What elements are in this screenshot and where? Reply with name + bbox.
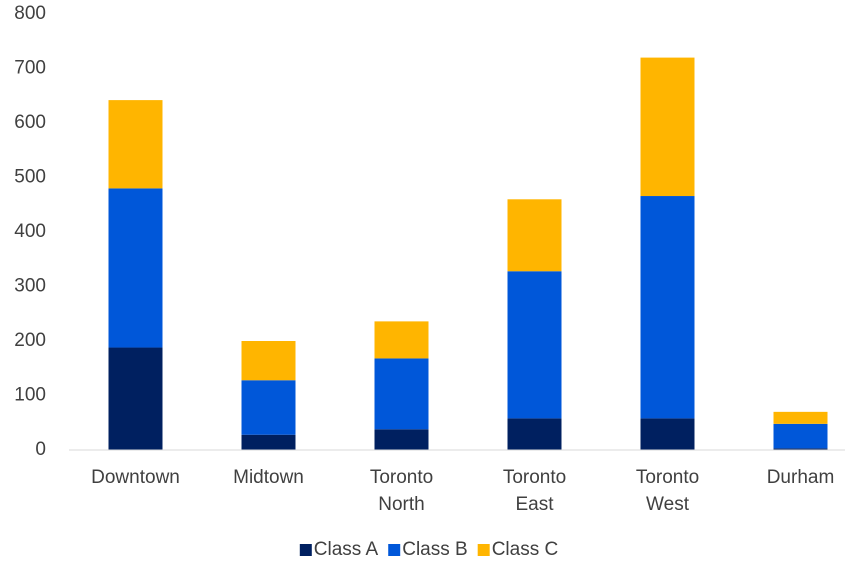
bar-segment	[108, 347, 163, 450]
y-tick-label: 200	[14, 330, 46, 351]
bar-segment	[241, 341, 296, 381]
legend-swatch	[477, 544, 490, 556]
legend-label: Class B	[402, 539, 467, 560]
x-tick-label: Toronto North	[370, 467, 433, 515]
y-tick-label: 0	[35, 439, 46, 460]
legend: Class A Class B Class C	[299, 539, 559, 560]
x-tick-label: Durham	[767, 467, 835, 488]
bar-segment	[507, 271, 562, 419]
bar-segment	[640, 418, 695, 450]
bar-segment	[108, 100, 163, 189]
legend-swatch	[388, 544, 401, 556]
bar-segment	[507, 199, 562, 272]
bar-segment	[640, 57, 695, 197]
bar-segment	[374, 429, 429, 450]
bar-segment	[640, 196, 695, 419]
x-tick-label: Downtown	[91, 467, 180, 488]
bar-segment	[773, 448, 828, 450]
y-tick-label: 700	[14, 58, 46, 79]
y-tick-label: 100	[14, 385, 46, 406]
y-tick-label: 400	[14, 221, 46, 242]
bar-segment	[507, 418, 562, 450]
x-tick-label: Midtown	[233, 467, 304, 488]
legend-label: Class A	[314, 539, 379, 560]
bar-segment	[241, 380, 296, 435]
y-tick-label: 600	[14, 112, 46, 133]
legend-swatch	[299, 544, 312, 556]
bar-segment	[374, 358, 429, 430]
y-tick-label: 300	[14, 276, 46, 297]
x-tick-label: Toronto West	[636, 467, 699, 515]
bar-segment	[108, 188, 163, 348]
bar-segment	[773, 423, 828, 449]
legend-label: Class C	[492, 539, 559, 560]
bar-segment	[241, 434, 296, 450]
bar-segment	[773, 411, 828, 424]
bar-segment	[374, 321, 429, 359]
y-tick-label: 500	[14, 167, 46, 188]
y-tick-label: 800	[14, 3, 46, 24]
x-tick-label: Toronto East	[503, 467, 566, 515]
